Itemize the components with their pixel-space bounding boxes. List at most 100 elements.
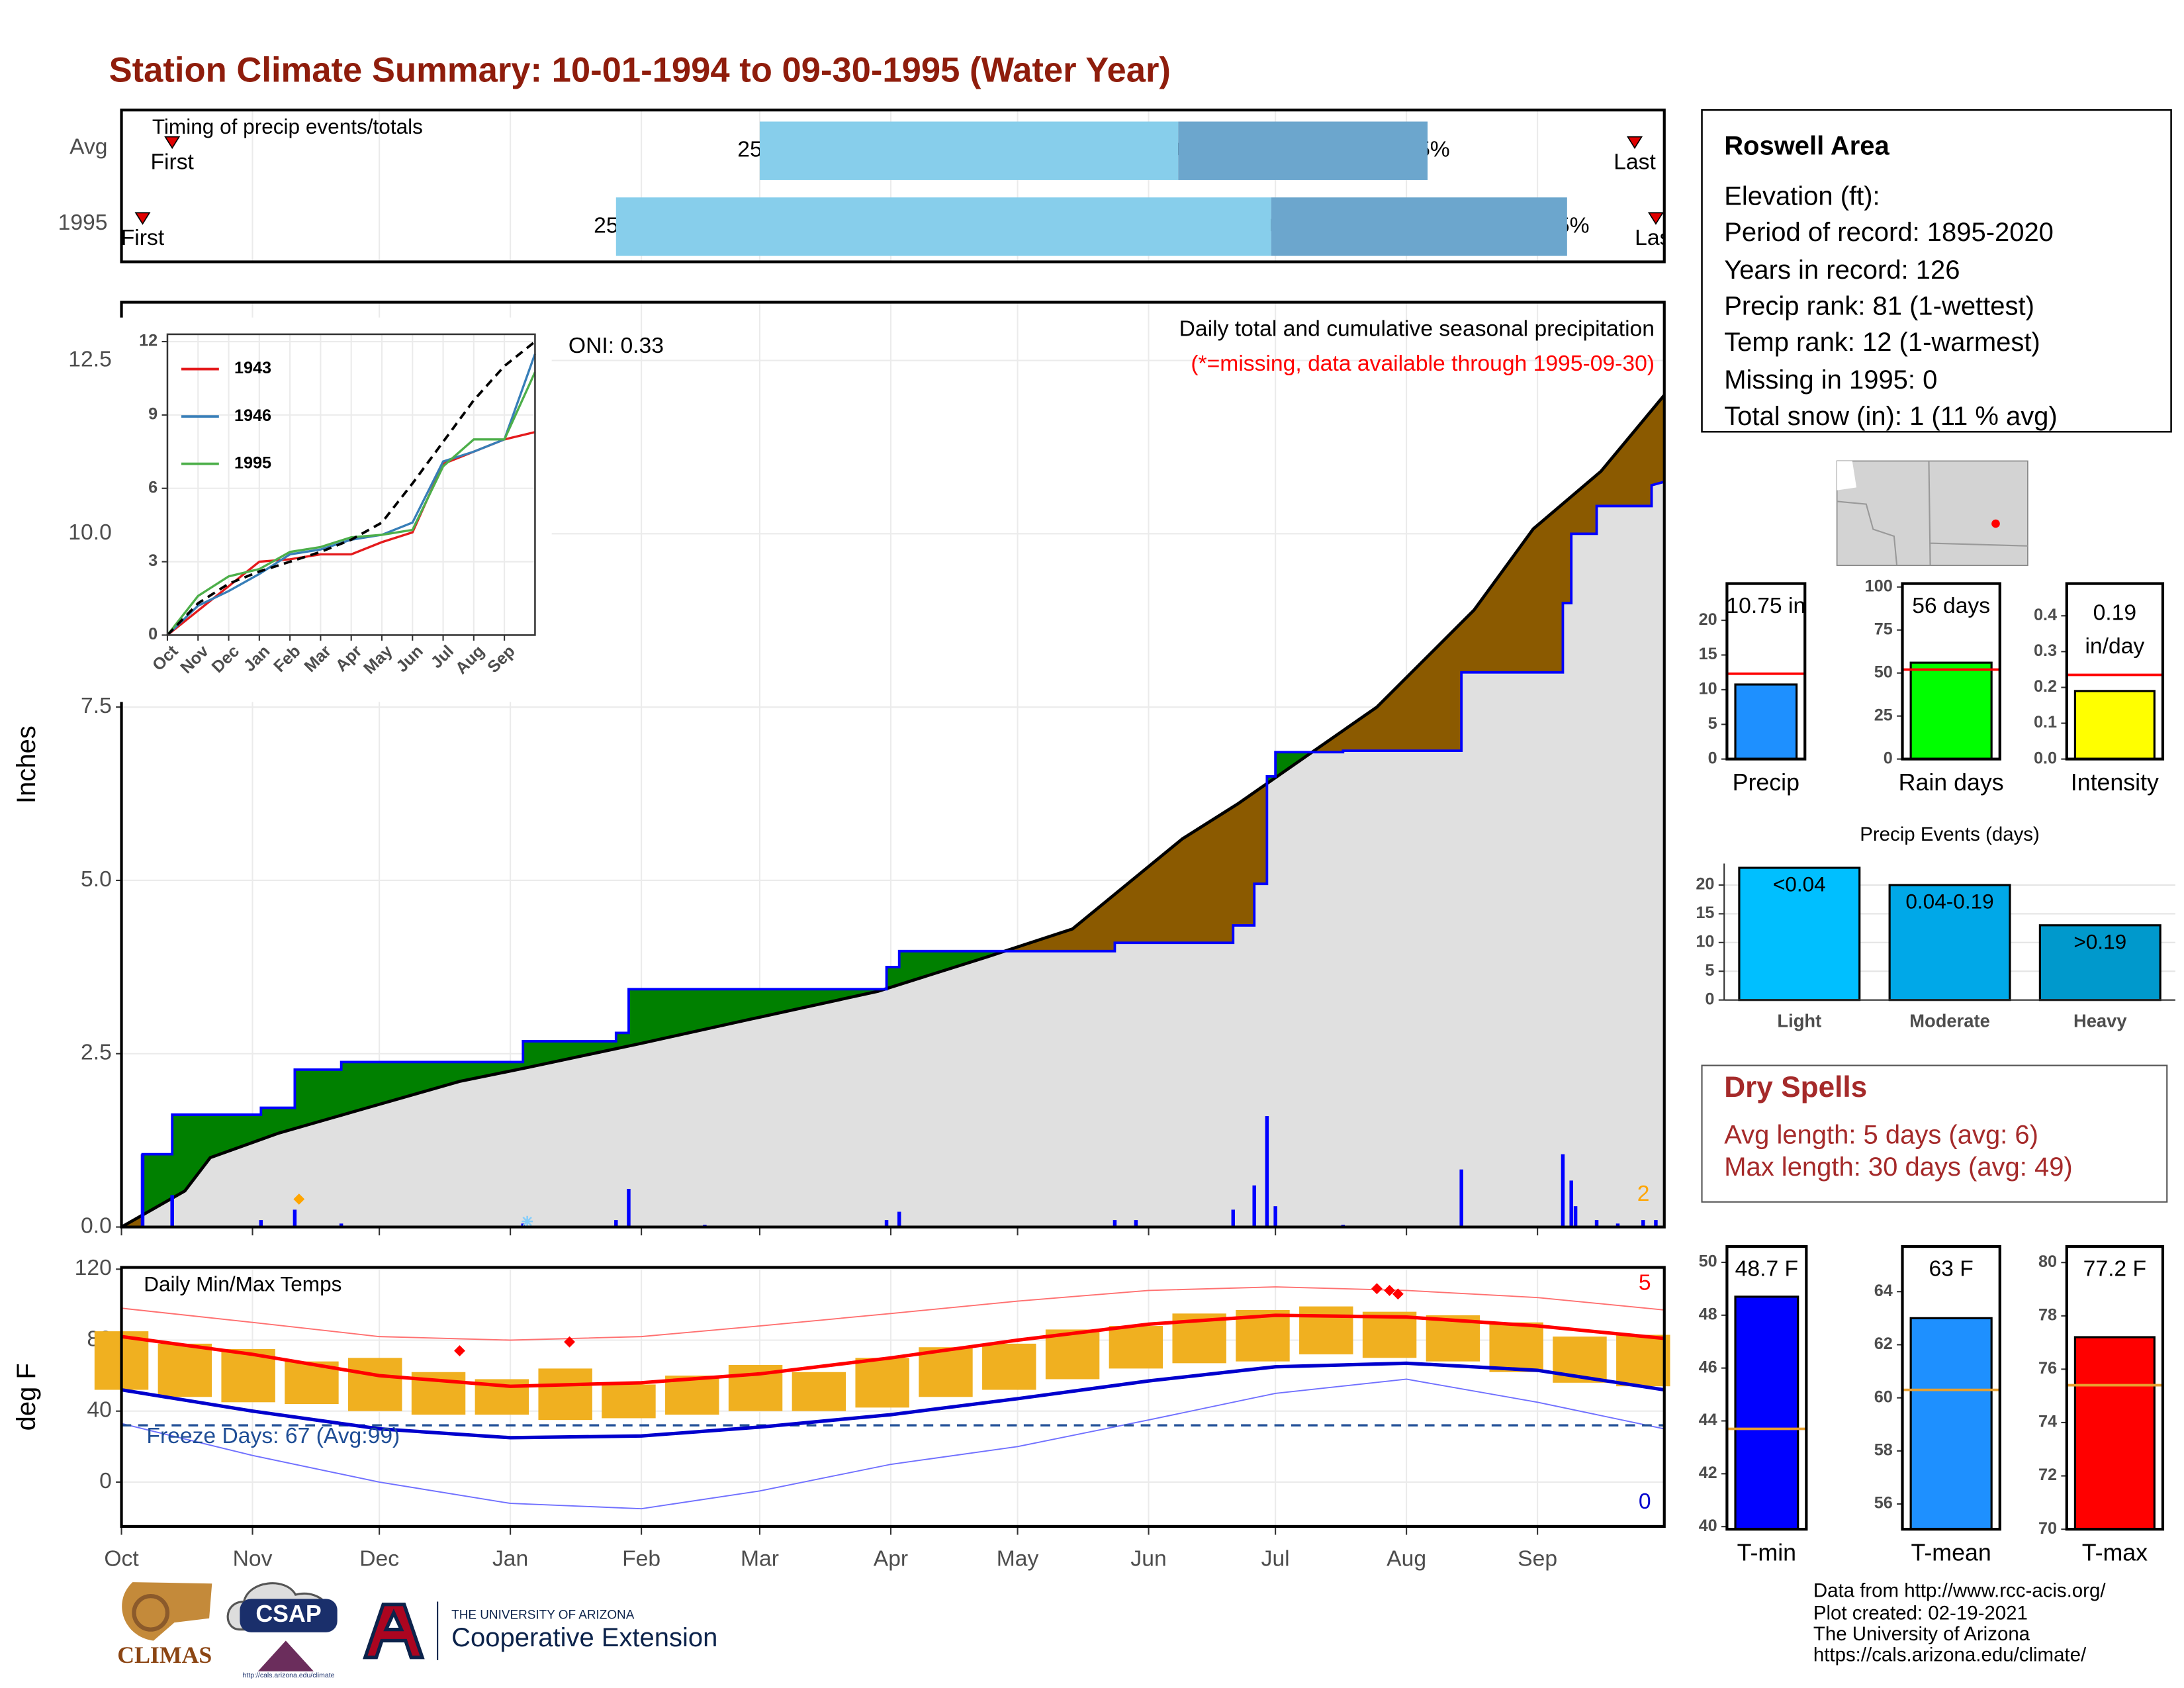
event-bar	[1888, 884, 2011, 1002]
csap-logo-text: CSAP	[255, 1601, 321, 1627]
daily-temp-bar	[1489, 1322, 1543, 1372]
daily-precip-bar	[1459, 1169, 1463, 1227]
map-gap	[1837, 461, 1857, 491]
dry-spells-title: Dry Spells	[1724, 1071, 1867, 1103]
bin-label: >0.19	[2073, 929, 2126, 953]
station-name: Roswell Area	[1724, 132, 1889, 161]
record-high-marker	[1371, 1283, 1383, 1295]
record-high-marker	[454, 1345, 465, 1356]
daily-precip-bar	[1252, 1185, 1256, 1227]
y-tick-label: 44	[1699, 1411, 1717, 1429]
daily-precip-bar	[1134, 1220, 1138, 1227]
panel-frame	[2065, 582, 2165, 761]
ua-name: THE UNIVERSITY OF ARIZONA	[451, 1609, 635, 1622]
x-tick-label: Dec	[359, 1546, 399, 1571]
daily-temp-bar	[348, 1358, 402, 1411]
daily-precip-bar	[170, 1195, 174, 1227]
value-label: 48.7 F	[1735, 1257, 1798, 1282]
value-label: 10.75 in	[1726, 594, 1805, 618]
footer-line: The University of Arizona	[1813, 1623, 2030, 1645]
value-label: 77.2 F	[2083, 1257, 2146, 1282]
y-tick-label: 76	[2038, 1359, 2057, 1378]
daily-temp-bar	[538, 1368, 592, 1421]
daily-temp-bar	[158, 1343, 212, 1397]
y-tick-label: 80	[2038, 1252, 2057, 1271]
daily-precip-bar	[614, 1220, 618, 1227]
csap-badge	[240, 1599, 338, 1632]
dry-spells-line: Max length: 30 days (avg: 49)	[1724, 1152, 2073, 1182]
x-tick-label: Oct	[104, 1546, 139, 1571]
y-tick-label: 100	[1865, 577, 1893, 595]
y-tick-label: 40	[1699, 1517, 1717, 1535]
x-tick-label: May	[997, 1546, 1039, 1571]
category-label: T-max	[2082, 1539, 2148, 1566]
value-label: 56 days	[1912, 594, 1990, 618]
record-high-marker	[1384, 1285, 1396, 1296]
record-high-count: 5	[1639, 1271, 1651, 1295]
panel-subtitle: (*=missing, data available through 1995-…	[1191, 352, 1655, 376]
station-line: Missing in 1995: 0	[1724, 365, 1937, 395]
climas-emblem-ring	[132, 1593, 170, 1632]
category-label: Moderate	[1909, 1011, 1990, 1031]
legend-label: 1995	[234, 453, 271, 472]
y-tick-label: 0	[1705, 990, 1714, 1008]
y-tick-label: 0	[99, 1469, 112, 1493]
map-background	[1836, 460, 2028, 567]
value-unit: in/day	[2085, 634, 2144, 659]
panel-title: Daily total and cumulative seasonal prec…	[1179, 317, 1655, 342]
bin-label: <0.04	[1773, 872, 1826, 896]
bin-label: 0.04-0.19	[1905, 890, 1993, 914]
y-tick-label: 5	[1705, 961, 1714, 980]
panel-frame	[1725, 1244, 1808, 1531]
panel-frame	[2065, 1244, 2165, 1531]
daily-precip-bar	[1113, 1220, 1117, 1227]
x-tick-label: Aug	[1387, 1546, 1426, 1571]
daily-precip-bar	[259, 1220, 263, 1227]
daily-temp-bar	[1045, 1329, 1100, 1380]
daily-temp-bar	[982, 1343, 1036, 1390]
legend-label: 1943	[234, 359, 271, 377]
x-tick-label: Jun	[1130, 1546, 1166, 1571]
category-label: Intensity	[2071, 769, 2159, 796]
daily-precip-bar	[1569, 1180, 1573, 1227]
y-tick-label: 12.5	[68, 347, 112, 371]
quartile-bar-high	[1271, 197, 1567, 256]
y-tick-label: 0.4	[2034, 606, 2057, 624]
y-tick-label: 9	[148, 405, 158, 424]
x-tick-label: Jul	[1261, 1546, 1290, 1571]
category-label: Precip	[1733, 769, 1799, 796]
timing-title: Timing of precip events/totals	[152, 115, 423, 138]
station-line: Temp rank: 12 (1-warmest)	[1724, 328, 2040, 357]
panel-frame	[120, 109, 1666, 263]
y-tick-label: 74	[2038, 1413, 2057, 1431]
daily-precip-bar	[1231, 1209, 1236, 1227]
daily-temp-bar	[1616, 1335, 1670, 1387]
figure-title: Station Climate Summary: 10-01-1994 to 0…	[109, 50, 1171, 89]
x-tick-label: Feb	[622, 1546, 660, 1571]
value-label: 0.19	[2093, 601, 2137, 626]
summary-bar	[1734, 683, 1798, 761]
station-line: Years in record: 126	[1724, 256, 1960, 285]
coop-extension: Cooperative Extension	[451, 1623, 717, 1652]
daily-precip-bar	[339, 1223, 343, 1227]
y-tick-label: 5.0	[81, 867, 112, 892]
panel-title: Daily Min/Max Temps	[144, 1272, 341, 1295]
inset-series-line	[166, 371, 536, 636]
y-tick-label: 64	[1874, 1282, 1893, 1300]
panel-frame	[1901, 1244, 2001, 1531]
daily-precip-bar	[1615, 1223, 1620, 1227]
footer-line: Data from http://www.rcc-acis.org/	[1813, 1580, 2106, 1602]
y-tick-label: 50	[1874, 663, 1893, 681]
station-line: Period of record: 1895-2020	[1724, 218, 2054, 247]
y-tick-label: 2.5	[81, 1041, 112, 1065]
x-tick-label: Apr	[874, 1546, 908, 1571]
quartile-bar-high	[1178, 121, 1428, 180]
y-tick-label: 10.0	[68, 520, 112, 545]
chart-title: Precip Events (days)	[1860, 823, 2040, 845]
climas-logo-text: CLIMAS	[117, 1642, 212, 1668]
value-label: 63 F	[1929, 1257, 1973, 1282]
panel-frame	[120, 301, 1666, 1229]
daily-precip-bar	[293, 1209, 297, 1227]
normal-min-line	[121, 1361, 1665, 1440]
